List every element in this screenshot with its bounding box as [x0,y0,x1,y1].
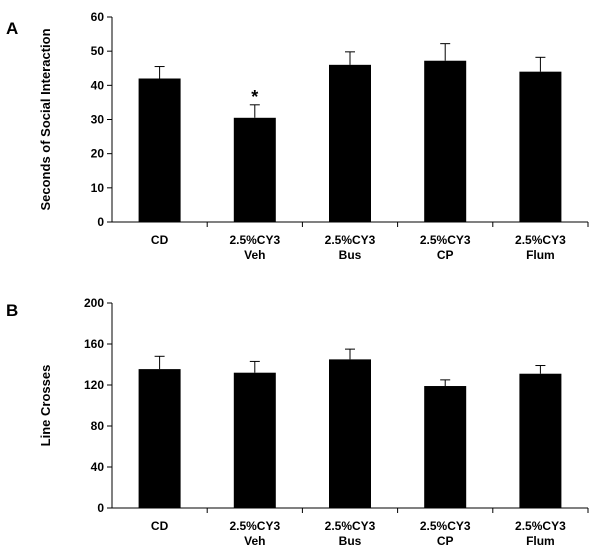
bar [329,64,371,222]
x-tick-label: CP [437,534,454,548]
y-tick-label: 80 [91,419,105,433]
bar [519,373,562,508]
bar [424,60,467,222]
y-tick-label: 60 [91,10,105,24]
bar [233,372,276,508]
y-tick-label: 20 [91,147,105,161]
x-tick-label: 2.5%CY3 [515,233,566,247]
bar [519,71,562,223]
x-tick-label: Flum [526,534,555,548]
bar [138,369,181,508]
x-tick-label: 2.5%CY3 [229,233,280,247]
y-tick-label: 40 [91,78,105,92]
x-tick-label: CD [151,233,169,247]
bar [424,386,467,508]
x-tick-label: 2.5%CY3 [229,519,280,533]
x-tick-label: 2.5%CY3 [515,519,566,533]
x-tick-label: Veh [244,534,265,548]
y-tick-label: 200 [84,296,104,310]
y-tick-label: 0 [97,215,104,229]
x-tick-label: 2.5%CY3 [420,519,471,533]
y-tick-label: 160 [84,337,104,351]
panel-label: B [6,301,18,320]
bar [233,117,276,222]
panel-label: A [6,19,18,38]
bar [329,359,371,508]
x-tick-label: CD [151,519,169,533]
y-tick-label: 40 [91,460,105,474]
x-tick-label: Bus [339,534,362,548]
x-tick-label: Bus [339,248,362,262]
x-tick-label: Veh [244,248,265,262]
y-axis-label: Line Crosses [38,365,53,447]
x-tick-label: 2.5%CY3 [420,233,471,247]
x-tick-label: Flum [526,248,555,262]
y-tick-label: 120 [84,378,104,392]
y-tick-label: 50 [91,44,105,58]
x-tick-label: 2.5%CY3 [325,519,376,533]
significance-marker: * [251,87,258,107]
y-tick-label: 0 [97,501,104,515]
x-tick-label: 2.5%CY3 [325,233,376,247]
x-tick-label: CP [437,248,454,262]
panel-a-social-interaction-chart: A Seconds of Social Interaction 0 10 20 30 40 5… [6,10,589,262]
y-tick-label: 30 [91,113,105,127]
y-axis-label: Seconds of Social Interaction [38,28,53,210]
y-tick-label: 10 [91,181,105,195]
bar [138,78,181,222]
